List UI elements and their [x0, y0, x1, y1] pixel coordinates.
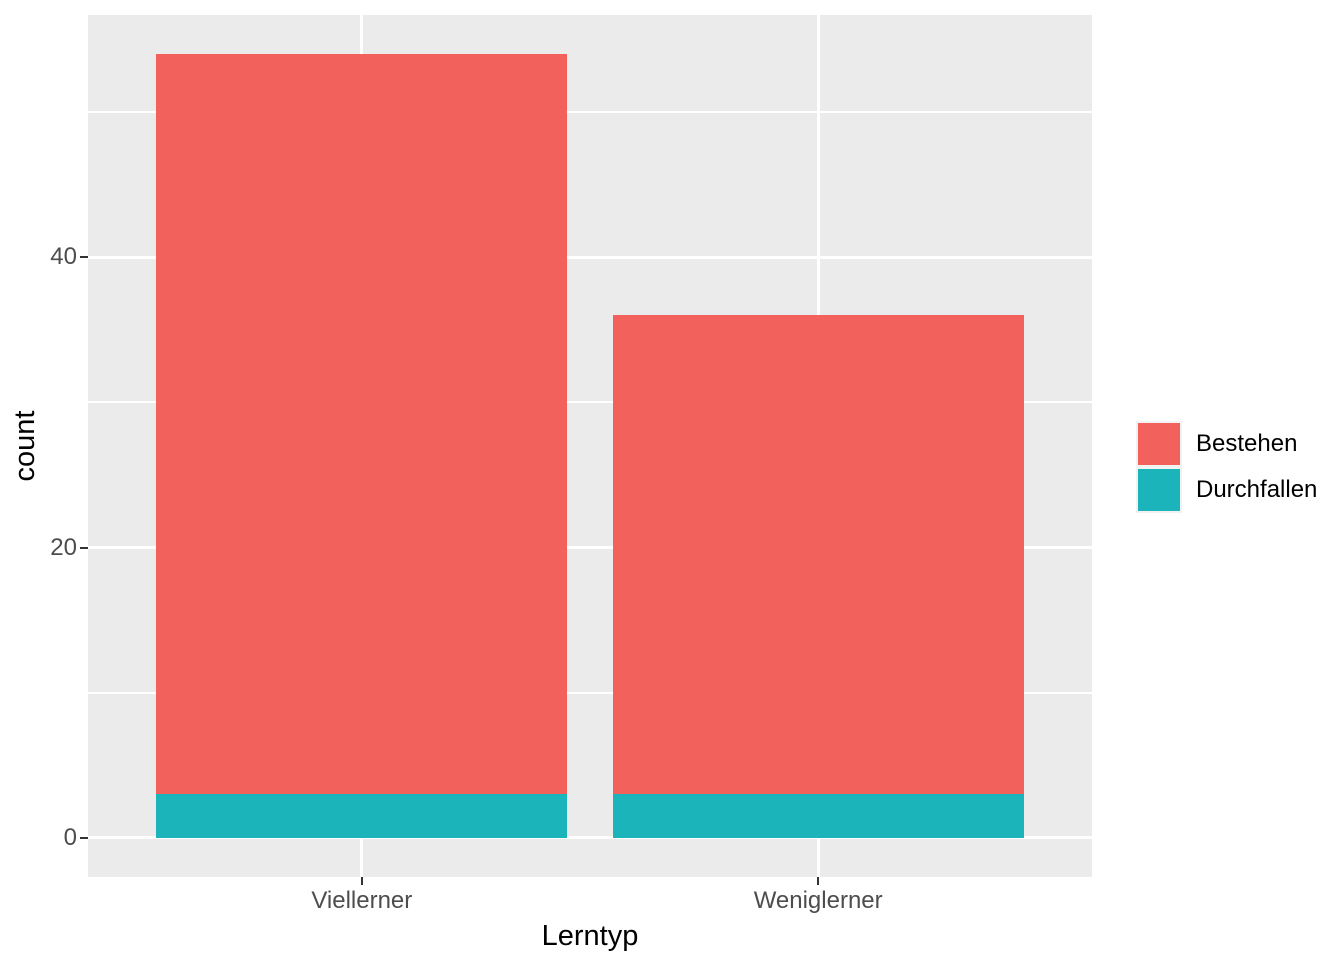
y-tick-label-0: 0 [63, 823, 77, 851]
legend: Bestehen Durchfallen [1136, 421, 1317, 513]
x-axis-title: Lerntyp [541, 920, 639, 952]
gridline-minor-y-10 [88, 691, 1092, 694]
y-tick-label-40: 40 [50, 243, 77, 271]
y-tick-mark-40 [80, 256, 88, 259]
y-tick-mark-0 [80, 836, 88, 839]
y-axis-title: count [9, 410, 41, 482]
x-tick-mark-1 [817, 877, 820, 885]
gridline-minor-y-50 [88, 111, 1092, 114]
plot-panel [88, 15, 1092, 877]
legend-label-durchfallen: Durchfallen [1196, 476, 1318, 503]
bar-viellerner-bestehen [156, 54, 568, 795]
x-tick-label-1: Weniglerner [753, 887, 883, 914]
bar-viellerner-durchfallen [156, 794, 568, 838]
gridline-major-y-40 [88, 255, 1092, 259]
legend-key-swatch-durchfallen [1136, 467, 1182, 513]
bar-weniglerner-durchfallen [612, 794, 1024, 838]
y-tick-label-20: 20 [50, 533, 77, 561]
bar-weniglerner-bestehen [612, 315, 1024, 795]
y-tick-mark-20 [80, 546, 88, 549]
legend-key-swatch-bestehen [1136, 421, 1182, 467]
legend-label-bestehen: Bestehen [1196, 430, 1298, 457]
legend-item-bestehen: Bestehen [1136, 421, 1317, 467]
gridline-major-y-0 [88, 836, 1092, 840]
legend-item-durchfallen: Durchfallen [1136, 467, 1317, 513]
x-tick-mark-0 [360, 877, 363, 885]
gridline-major-y-20 [88, 546, 1092, 550]
x-tick-label-0: Viellerner [311, 887, 413, 914]
gridline-minor-y-30 [88, 401, 1092, 404]
